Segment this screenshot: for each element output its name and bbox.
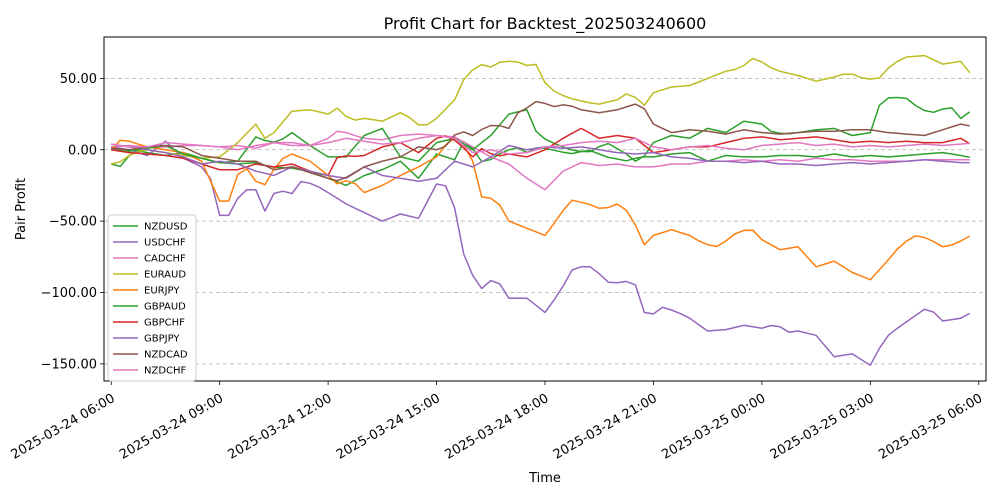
x-tick-label: 2025-03-24 18:00 — [442, 391, 551, 463]
series-line-nzdchf — [111, 134, 970, 155]
y-tick-label: −100.00 — [41, 286, 97, 301]
y-tick-label: 50.00 — [60, 72, 97, 87]
x-tick-label: 2025-03-25 03:00 — [768, 391, 877, 463]
x-tick-label: 2025-03-24 12:00 — [226, 391, 335, 463]
x-axis-label: Time — [528, 471, 561, 486]
x-tick-label: 2025-03-24 21:00 — [551, 391, 660, 463]
series-line-euraud — [111, 54, 971, 165]
y-tick-label: −150.00 — [41, 357, 97, 372]
y-axis-label: Pair Profit — [14, 178, 29, 240]
legend-label: GBPCHF — [144, 318, 185, 329]
chart-title: Profit Chart for Backtest_202503240600 — [384, 14, 707, 34]
grid-lines — [104, 77, 986, 365]
legend-box — [107, 214, 197, 382]
y-axis-ticks: 50.00 0.00 −50.00 −100.00 −150.00 — [41, 72, 104, 372]
x-tick-label: 2025-03-24 15:00 — [334, 391, 443, 463]
y-tick-label: −50.00 — [49, 215, 97, 230]
x-tick-label: 2025-03-25 06:00 — [876, 391, 985, 463]
legend-label: NZDCAD — [144, 350, 188, 361]
series-line-gbpchf — [111, 127, 971, 177]
x-tick-label: 2025-03-25 00:00 — [659, 391, 768, 463]
legend-label: USDCHF — [144, 238, 186, 249]
plot-frame — [103, 36, 987, 382]
x-tick-label: 2025-03-24 09:00 — [117, 391, 226, 463]
x-axis-ticks: 2025-03-24 06:00 2025-03-24 09:00 2025-03-… — [9, 381, 985, 463]
y-tick-label: 0.00 — [68, 143, 97, 158]
legend-label: GBPAUD — [144, 302, 186, 313]
series-line-usdchf — [111, 140, 971, 367]
series-line-cadchf — [111, 130, 970, 191]
series-lines — [110, 54, 971, 367]
legend-label: GBPJPY — [144, 334, 180, 345]
legend-label: EURAUD — [144, 270, 186, 281]
legend-label: NZDUSD — [144, 222, 188, 233]
legend-label: NZDCHF — [144, 366, 187, 377]
series-line-gbpaud — [111, 96, 971, 164]
x-tick-label: 2025-03-24 06:00 — [9, 391, 118, 463]
legend: NZDUSD USDCHF CADCHF EURAUD EURJPY GBPAUD GBPC… — [107, 214, 197, 382]
series-line-nzdcad — [111, 100, 970, 182]
legend-label: CADCHF — [144, 254, 186, 265]
series-line-eurjpy — [110, 137, 971, 281]
legend-label: EURJPY — [144, 286, 180, 297]
